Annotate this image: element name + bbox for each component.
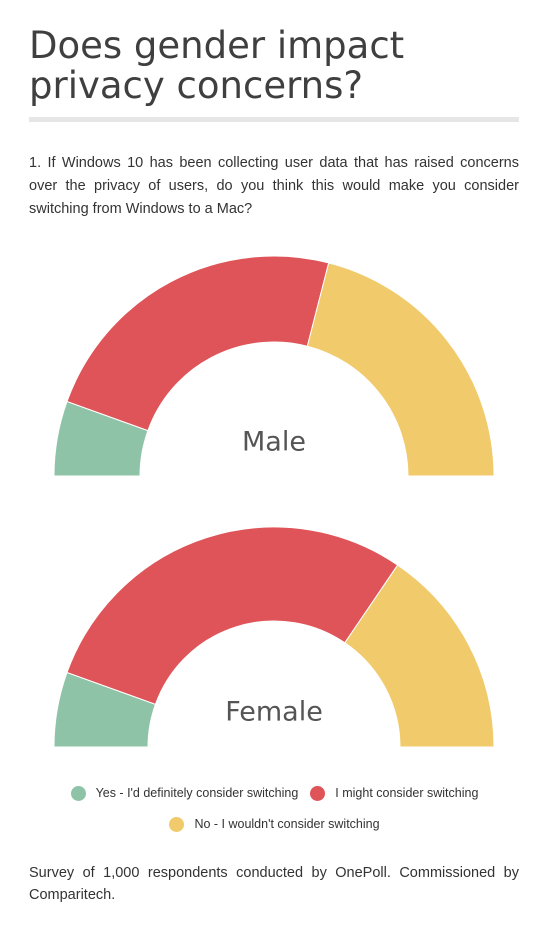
page-title: Does gender impact privacy concerns?: [29, 24, 405, 107]
legend-row-1: Yes - I'd definitely consider switching …: [0, 782, 549, 804]
male-slice-no[interactable]: [306, 262, 495, 477]
legend-dot-yes: [70, 785, 86, 801]
legend-item-no[interactable]: No - I wouldn't consider switching: [169, 816, 380, 832]
female-slice-might[interactable]: [66, 526, 399, 705]
legend-label-no: No - I wouldn't consider switching: [194, 817, 380, 831]
legend-item-yes[interactable]: Yes - I'd definitely consider switching: [70, 785, 299, 801]
gauge-charts: Male Female: [53, 255, 495, 748]
female-slice-no[interactable]: [344, 564, 495, 748]
title-divider: [29, 117, 519, 122]
survey-footnote: Survey of 1,000 respondents conducted by…: [29, 865, 519, 903]
legend-dot-might: [310, 785, 326, 801]
chart-legend: Yes - I'd definitely consider switching …: [0, 782, 549, 844]
legend-row-2: No - I wouldn't consider switching: [0, 813, 549, 835]
female-gauge-label: Female: [225, 697, 323, 728]
survey-question: 1. If Windows 10 has been collecting use…: [29, 155, 519, 217]
legend-dot-no: [169, 816, 185, 832]
legend-label-yes: Yes - I'd definitely consider switching: [95, 786, 299, 800]
legend-item-might[interactable]: I might consider switching: [310, 785, 479, 801]
male-gauge-label: Male: [242, 427, 306, 458]
male-slice-might[interactable]: [66, 255, 330, 432]
legend-label-might: I might consider switching: [335, 786, 479, 800]
